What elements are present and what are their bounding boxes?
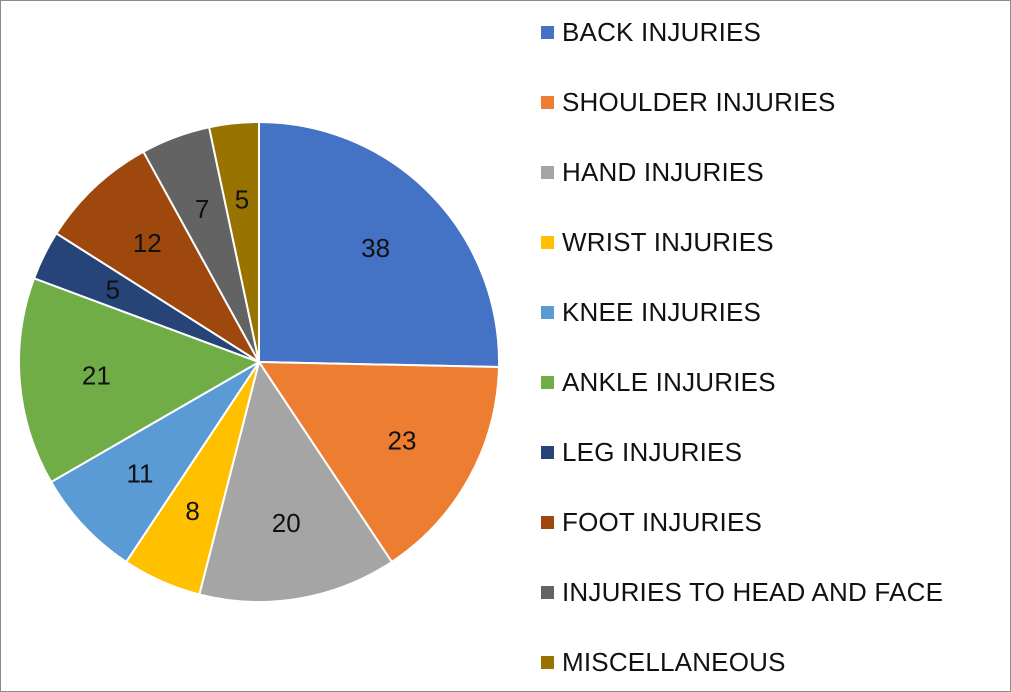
- legend-item-miscellaneous: MISCELLANEOUS: [541, 647, 786, 678]
- legend-label: ANKLE INJURIES: [562, 367, 776, 397]
- data-label-wrist-injuries: 8: [185, 496, 199, 526]
- pie-slice-back-injuries: [258, 121, 500, 369]
- legend-swatch: [541, 446, 554, 459]
- legend-swatch: [541, 516, 554, 529]
- legend-label: LEG INJURIES: [562, 437, 743, 467]
- pie-slice-shoulder-injuries: [258, 361, 500, 563]
- legend-label: KNEE INJURIES: [562, 297, 762, 327]
- pie-slice-knee-injuries: [50, 361, 260, 563]
- data-label-miscellaneous: 5: [235, 185, 249, 215]
- legend-item-wrist-injuries: WRIST INJURIES: [541, 227, 774, 258]
- legend-label: MISCELLANEOUS: [562, 647, 786, 677]
- data-label-injuries-to-head-and-face: 7: [195, 194, 209, 224]
- data-label-knee-injuries: 11: [127, 459, 154, 489]
- data-label-hand-injuries: 20: [272, 508, 301, 538]
- pie-slice-hand-injuries: [198, 361, 393, 603]
- data-label-leg-injuries: 5: [106, 274, 120, 304]
- legend-item-shoulder-injuries: SHOULDER INJURIES: [541, 87, 836, 118]
- legend-label: INJURIES TO HEAD AND FACE: [562, 577, 944, 607]
- pie-slice-ankle-injuries: [18, 277, 260, 483]
- legend-item-ankle-injuries: ANKLE INJURIES: [541, 367, 776, 398]
- legend-item-leg-injuries: LEG INJURIES: [541, 437, 742, 468]
- pie-slice-foot-injuries: [55, 150, 260, 363]
- pie-slices: [18, 121, 500, 603]
- legend-item-knee-injuries: KNEE INJURIES: [541, 297, 761, 328]
- data-label-ankle-injuries: 21: [82, 361, 111, 391]
- legend-swatch: [541, 306, 554, 319]
- legend-label: SHOULDER INJURIES: [562, 87, 836, 117]
- data-label-foot-injuries: 12: [133, 228, 162, 258]
- legend-label: BACK INJURIES: [562, 17, 762, 47]
- legend-swatch: [541, 656, 554, 669]
- legend-swatch: [541, 26, 554, 39]
- legend-swatch: [541, 96, 554, 109]
- legend-label: FOOT INJURIES: [562, 507, 763, 537]
- legend-item-hand-injuries: HAND INJURIES: [541, 157, 764, 188]
- legend-item-injuries-to-head-and-face: INJURIES TO HEAD AND FACE: [541, 577, 943, 608]
- legend-label: WRIST INJURIES: [562, 227, 774, 257]
- legend-item-foot-injuries: FOOT INJURIES: [541, 507, 762, 538]
- legend-swatch: [541, 376, 554, 389]
- pie-slice-miscellaneous: [208, 121, 260, 363]
- data-label-shoulder-injuries: 23: [388, 426, 417, 456]
- legend-swatch: [541, 166, 554, 179]
- legend-swatch: [541, 236, 554, 249]
- legend-item-back-injuries: BACK INJURIES: [541, 17, 761, 48]
- data-label-back-injuries: 38: [361, 233, 390, 263]
- legend-swatch: [541, 586, 554, 599]
- legend-label: HAND INJURIES: [562, 157, 764, 187]
